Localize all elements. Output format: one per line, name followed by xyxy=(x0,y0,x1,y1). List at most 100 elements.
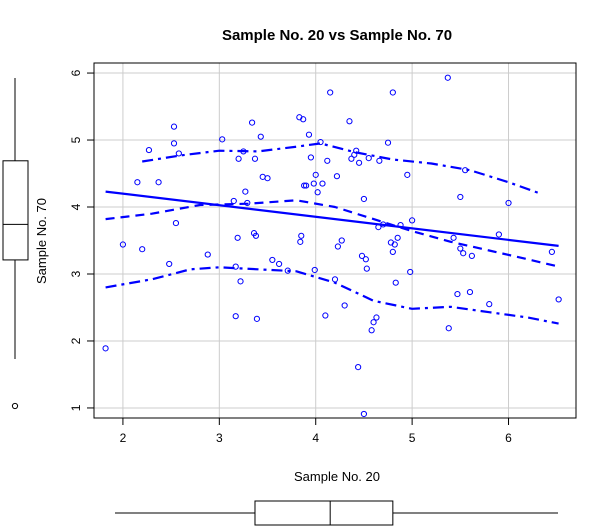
data-point xyxy=(307,154,314,161)
data-point xyxy=(170,123,178,130)
data-point xyxy=(175,150,182,157)
plot-frame xyxy=(93,62,577,419)
x-tick-label: 2 xyxy=(120,431,127,445)
data-point xyxy=(244,199,251,207)
x-boxplot-box xyxy=(254,500,394,526)
data-point xyxy=(555,296,562,303)
data-point xyxy=(462,167,469,174)
x-marginal-boxplot xyxy=(115,500,558,526)
data-point xyxy=(314,189,321,196)
data-point xyxy=(450,234,457,241)
data-point xyxy=(235,155,242,162)
data-point xyxy=(495,231,502,238)
data-point xyxy=(312,171,319,178)
data-point xyxy=(275,260,283,268)
y-tick-label: 6 xyxy=(69,69,83,76)
data-point xyxy=(240,148,247,155)
data-point xyxy=(376,157,383,164)
x-axis-label: Sample No. 20 xyxy=(294,469,380,484)
data-point xyxy=(139,246,146,253)
data-point xyxy=(317,138,324,146)
data-point xyxy=(380,221,387,228)
data-point xyxy=(375,224,382,231)
data-point xyxy=(230,197,237,205)
data-point xyxy=(505,199,512,207)
data-point xyxy=(264,175,271,182)
data-point xyxy=(102,345,109,352)
y-tick-label: 4 xyxy=(69,203,83,210)
data-point xyxy=(269,256,276,264)
data-point xyxy=(204,251,211,258)
data-point xyxy=(338,237,345,244)
data-point xyxy=(457,245,464,252)
data-point xyxy=(252,232,260,239)
x-tick-label: 3 xyxy=(216,431,223,445)
data-point xyxy=(253,315,261,322)
data-point xyxy=(341,302,348,309)
data-point xyxy=(324,157,331,164)
data-point xyxy=(368,327,375,334)
data-point xyxy=(365,155,372,162)
data-points xyxy=(102,74,562,418)
data-point xyxy=(257,133,264,140)
data-point xyxy=(363,265,370,272)
data-point xyxy=(466,288,474,296)
data-point xyxy=(358,252,366,260)
y-tick-label: 3 xyxy=(69,270,83,277)
regression-line xyxy=(105,190,559,247)
data-point xyxy=(219,136,226,143)
data-point xyxy=(468,252,475,260)
data-point xyxy=(389,248,396,255)
data-point xyxy=(548,248,556,255)
chart-title: Sample No. 20 vs Sample No. 70 xyxy=(222,27,452,44)
data-point xyxy=(445,325,452,332)
y-axis-label: Sample No. 70 xyxy=(34,198,49,284)
data-point xyxy=(409,217,416,224)
fit-lines xyxy=(105,142,559,325)
data-point xyxy=(232,263,239,270)
x-tick-label: 5 xyxy=(409,431,416,445)
y-tick-label: 5 xyxy=(69,136,83,143)
y-tick-label: 2 xyxy=(69,337,83,344)
data-point xyxy=(331,276,339,283)
data-point xyxy=(300,116,307,123)
data-point xyxy=(355,363,362,371)
data-point xyxy=(234,234,241,241)
data-point xyxy=(242,188,249,195)
data-point xyxy=(353,147,360,154)
data-point xyxy=(155,179,162,186)
data-point xyxy=(333,173,341,180)
data-point xyxy=(302,182,310,189)
data-point xyxy=(392,279,399,286)
data-point xyxy=(145,146,153,154)
data-point xyxy=(251,155,259,162)
data-point xyxy=(394,234,401,241)
data-point xyxy=(311,266,318,274)
grid-lines xyxy=(94,63,576,418)
data-point xyxy=(360,195,368,203)
smooth-center-line xyxy=(105,199,559,268)
data-point xyxy=(391,241,398,248)
data-point xyxy=(486,301,493,308)
y-tick-label: 1 xyxy=(69,404,83,411)
data-point xyxy=(346,118,353,125)
data-point xyxy=(457,193,464,201)
data-point xyxy=(119,241,127,248)
data-point xyxy=(384,139,392,146)
data-point xyxy=(237,278,244,285)
data-point xyxy=(356,159,363,166)
data-point xyxy=(232,313,239,320)
data-point xyxy=(327,89,334,96)
data-point xyxy=(389,89,396,96)
data-point xyxy=(322,312,329,319)
x-tick-label: 6 xyxy=(505,431,512,445)
data-point xyxy=(370,319,377,326)
data-point xyxy=(397,221,404,229)
data-point xyxy=(310,180,317,187)
smooth-upper-band-line xyxy=(142,142,543,196)
data-point xyxy=(305,131,313,138)
data-point xyxy=(362,256,369,263)
data-point xyxy=(301,182,308,189)
data-point xyxy=(319,180,326,187)
